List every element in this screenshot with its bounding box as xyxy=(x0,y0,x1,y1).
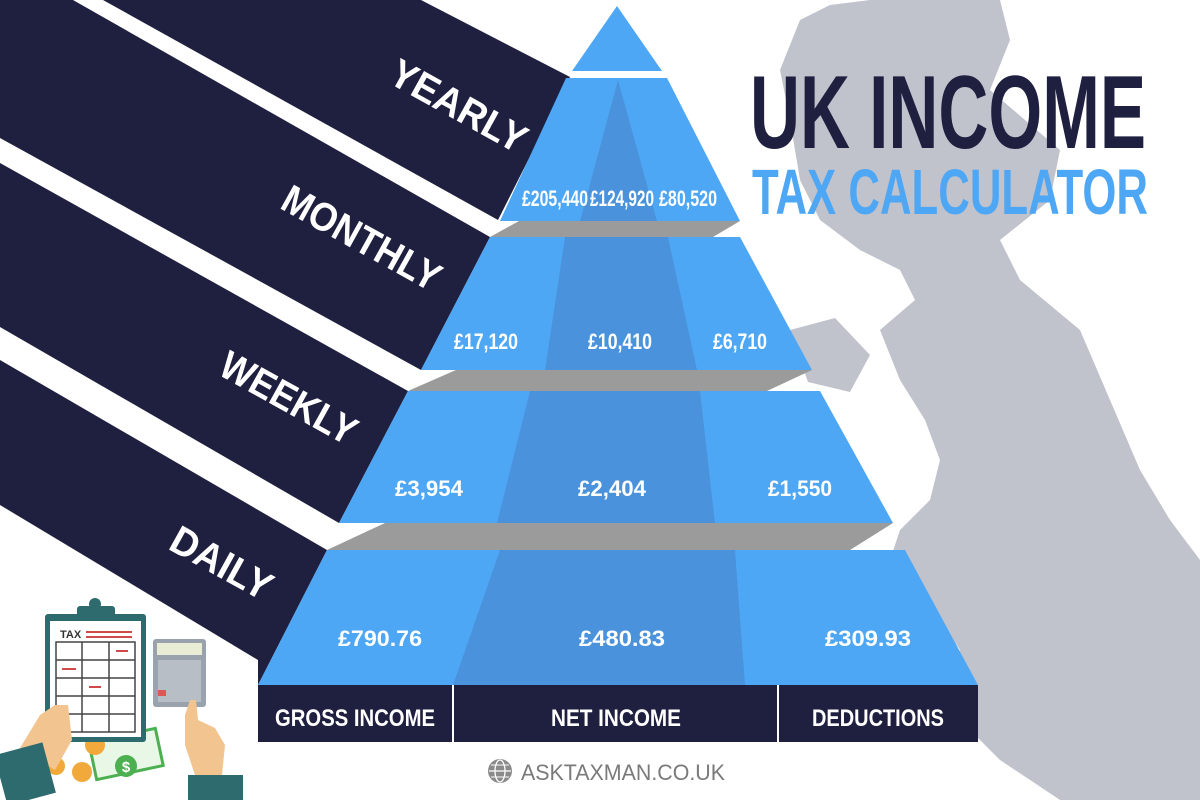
value-daily-net: £480.83 xyxy=(579,626,665,651)
hand-icon xyxy=(0,700,243,800)
value-weekly-deductions: £1,550 xyxy=(768,476,832,501)
column-net-income: NET INCOME xyxy=(551,705,681,732)
column-headers: GROSS INCOME NET INCOME DEDUCTIONS xyxy=(258,685,978,742)
title-line-1: UK INCOME xyxy=(750,55,1146,171)
uk-map xyxy=(780,0,1200,800)
clipboard-label: TAX xyxy=(60,629,82,641)
column-header-bar xyxy=(258,685,978,742)
value-yearly-gross: £205,440 xyxy=(522,186,588,211)
value-yearly-net: £124,920 xyxy=(590,186,654,211)
values: £205,440 £124,920 £80,520 £17,120 £10,41… xyxy=(338,186,911,651)
value-daily-deductions: £309.93 xyxy=(825,626,911,651)
value-monthly-net: £10,410 xyxy=(588,329,652,354)
website-text[interactable]: ASKTAXMAN.CO.UK xyxy=(521,760,725,785)
value-monthly-deductions: £6,710 xyxy=(713,329,767,354)
band-yearly xyxy=(103,0,570,220)
tier-monthly-net-column xyxy=(545,237,697,370)
value-monthly-gross: £17,120 xyxy=(454,329,518,354)
value-daily-gross: £790.76 xyxy=(338,626,422,651)
column-deductions: DEDUCTIONS xyxy=(812,705,944,732)
value-weekly-net: £2,404 xyxy=(578,476,647,501)
calculator-icon xyxy=(153,639,206,707)
svg-text:$: $ xyxy=(122,759,131,776)
tier-daily-net-column xyxy=(453,550,745,685)
tax-illustration: $ TAX xyxy=(0,598,243,800)
slab-1 xyxy=(490,221,740,237)
tier-yearly-net-column xyxy=(580,80,657,221)
divider xyxy=(452,685,454,742)
title-line-2: TAX CALCULATOR xyxy=(752,156,1148,228)
band-monthly xyxy=(0,0,490,370)
pyramid-cap xyxy=(572,6,662,71)
band-daily xyxy=(0,360,327,685)
value-yearly-deductions: £80,520 xyxy=(659,186,717,211)
slab-2 xyxy=(408,370,812,391)
pyramid xyxy=(258,6,978,685)
tier-weekly-net-column xyxy=(497,391,715,523)
period-bands xyxy=(0,0,570,685)
divider xyxy=(777,685,779,742)
band-weekly xyxy=(0,163,408,523)
column-gross-income: GROSS INCOME xyxy=(275,705,435,732)
website-link[interactable]: ASKTAXMAN.CO.UK xyxy=(488,759,725,785)
value-weekly-gross: £3,954 xyxy=(395,476,464,501)
slab-3 xyxy=(327,523,893,550)
globe-icon xyxy=(488,759,512,783)
